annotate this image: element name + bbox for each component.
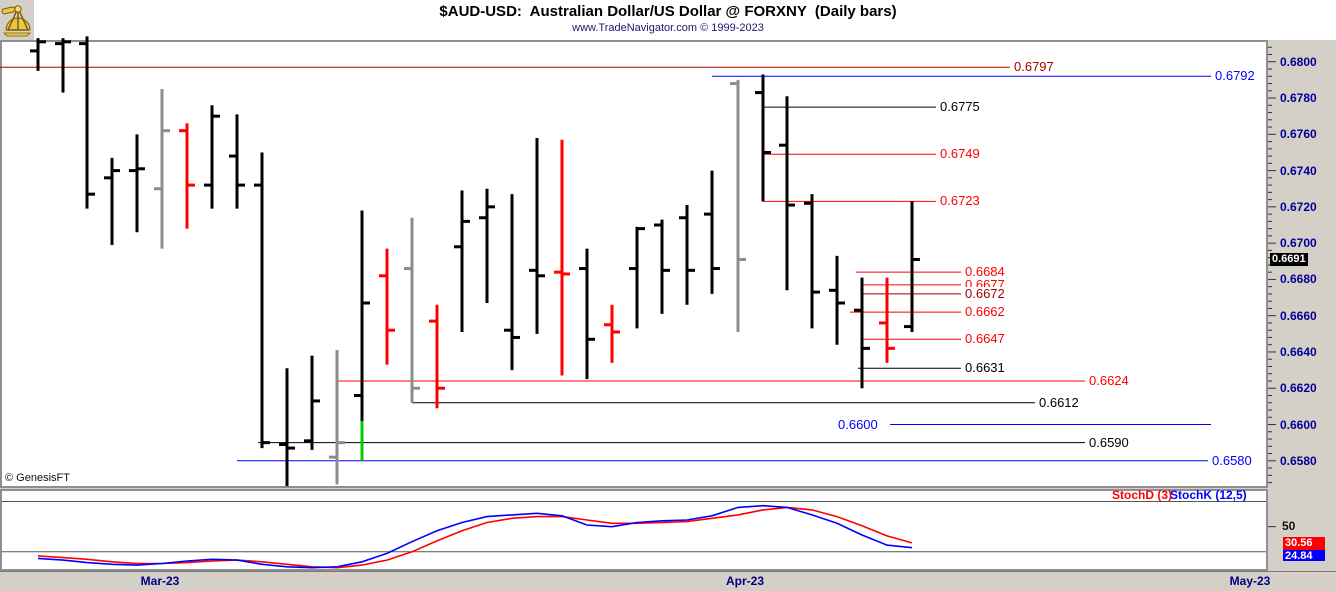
level-label: 0.6723 xyxy=(940,193,980,209)
level-label: 0.6600 xyxy=(838,416,878,432)
price-tick-label: 0.6620 xyxy=(1280,381,1317,396)
stoch-50-axis-label: 50 xyxy=(1282,518,1296,533)
stochk-value-badge: 24.84 xyxy=(1283,550,1325,562)
chart-title: $AUD-USD: Australian Dollar/US Dollar @ … xyxy=(439,3,897,20)
chart-header: $AUD-USD: Australian Dollar/US Dollar @ … xyxy=(0,0,1336,40)
level-label: 0.6662 xyxy=(965,304,1005,320)
stochk-legend-label[interactable]: StochK (12,5) xyxy=(1170,488,1247,502)
time-axis-strip xyxy=(0,571,1336,591)
price-tick-label: 0.6720 xyxy=(1280,199,1317,214)
level-label: 0.6647 xyxy=(965,331,1005,347)
price-tick-label: 0.6760 xyxy=(1280,127,1317,142)
price-tick-label: 0.6780 xyxy=(1280,91,1317,106)
level-label: 0.6749 xyxy=(940,146,980,162)
price-tick-label: 0.6580 xyxy=(1280,453,1317,468)
level-label: 0.6792 xyxy=(1215,68,1255,84)
price-tick-label: 0.6700 xyxy=(1280,236,1317,251)
stochd-legend-label[interactable]: StochD (3) xyxy=(1112,488,1172,502)
level-label: 0.6580 xyxy=(1212,452,1252,468)
level-label: 0.6672 xyxy=(965,285,1005,301)
stochastic-pane[interactable] xyxy=(0,489,1268,571)
month-label: Mar-23 xyxy=(140,574,180,588)
month-label: May-23 xyxy=(1229,574,1271,588)
price-tick-label: 0.6600 xyxy=(1280,417,1317,432)
chart-subtitle: www.TradeNavigator.com © 1999-2023 xyxy=(572,22,764,34)
level-label: 0.6624 xyxy=(1089,372,1129,388)
last-price-badge: 0.6691 xyxy=(1270,253,1308,267)
level-label: 0.6612 xyxy=(1039,394,1079,410)
price-tick-label: 0.6680 xyxy=(1280,272,1317,287)
price-tick-label: 0.6640 xyxy=(1280,344,1317,359)
level-label: 0.6775 xyxy=(940,99,980,115)
price-chart-pane[interactable] xyxy=(0,40,1268,488)
month-label: Apr-23 xyxy=(725,574,765,588)
level-label: 0.6590 xyxy=(1089,434,1129,450)
level-label: 0.6684 xyxy=(965,264,1005,280)
price-tick-label: 0.6740 xyxy=(1280,163,1317,178)
sextant-icon xyxy=(1,5,31,37)
stochd-value-badge: 30.56 xyxy=(1283,536,1325,550)
level-label: 0.6797 xyxy=(1014,59,1054,75)
trade-navigator-logo xyxy=(0,0,34,40)
genesisft-watermark: © GenesisFT xyxy=(5,472,70,484)
price-tick-label: 0.6660 xyxy=(1280,308,1317,323)
price-tick-label: 0.6800 xyxy=(1280,54,1317,69)
level-label: 0.6631 xyxy=(965,360,1005,376)
